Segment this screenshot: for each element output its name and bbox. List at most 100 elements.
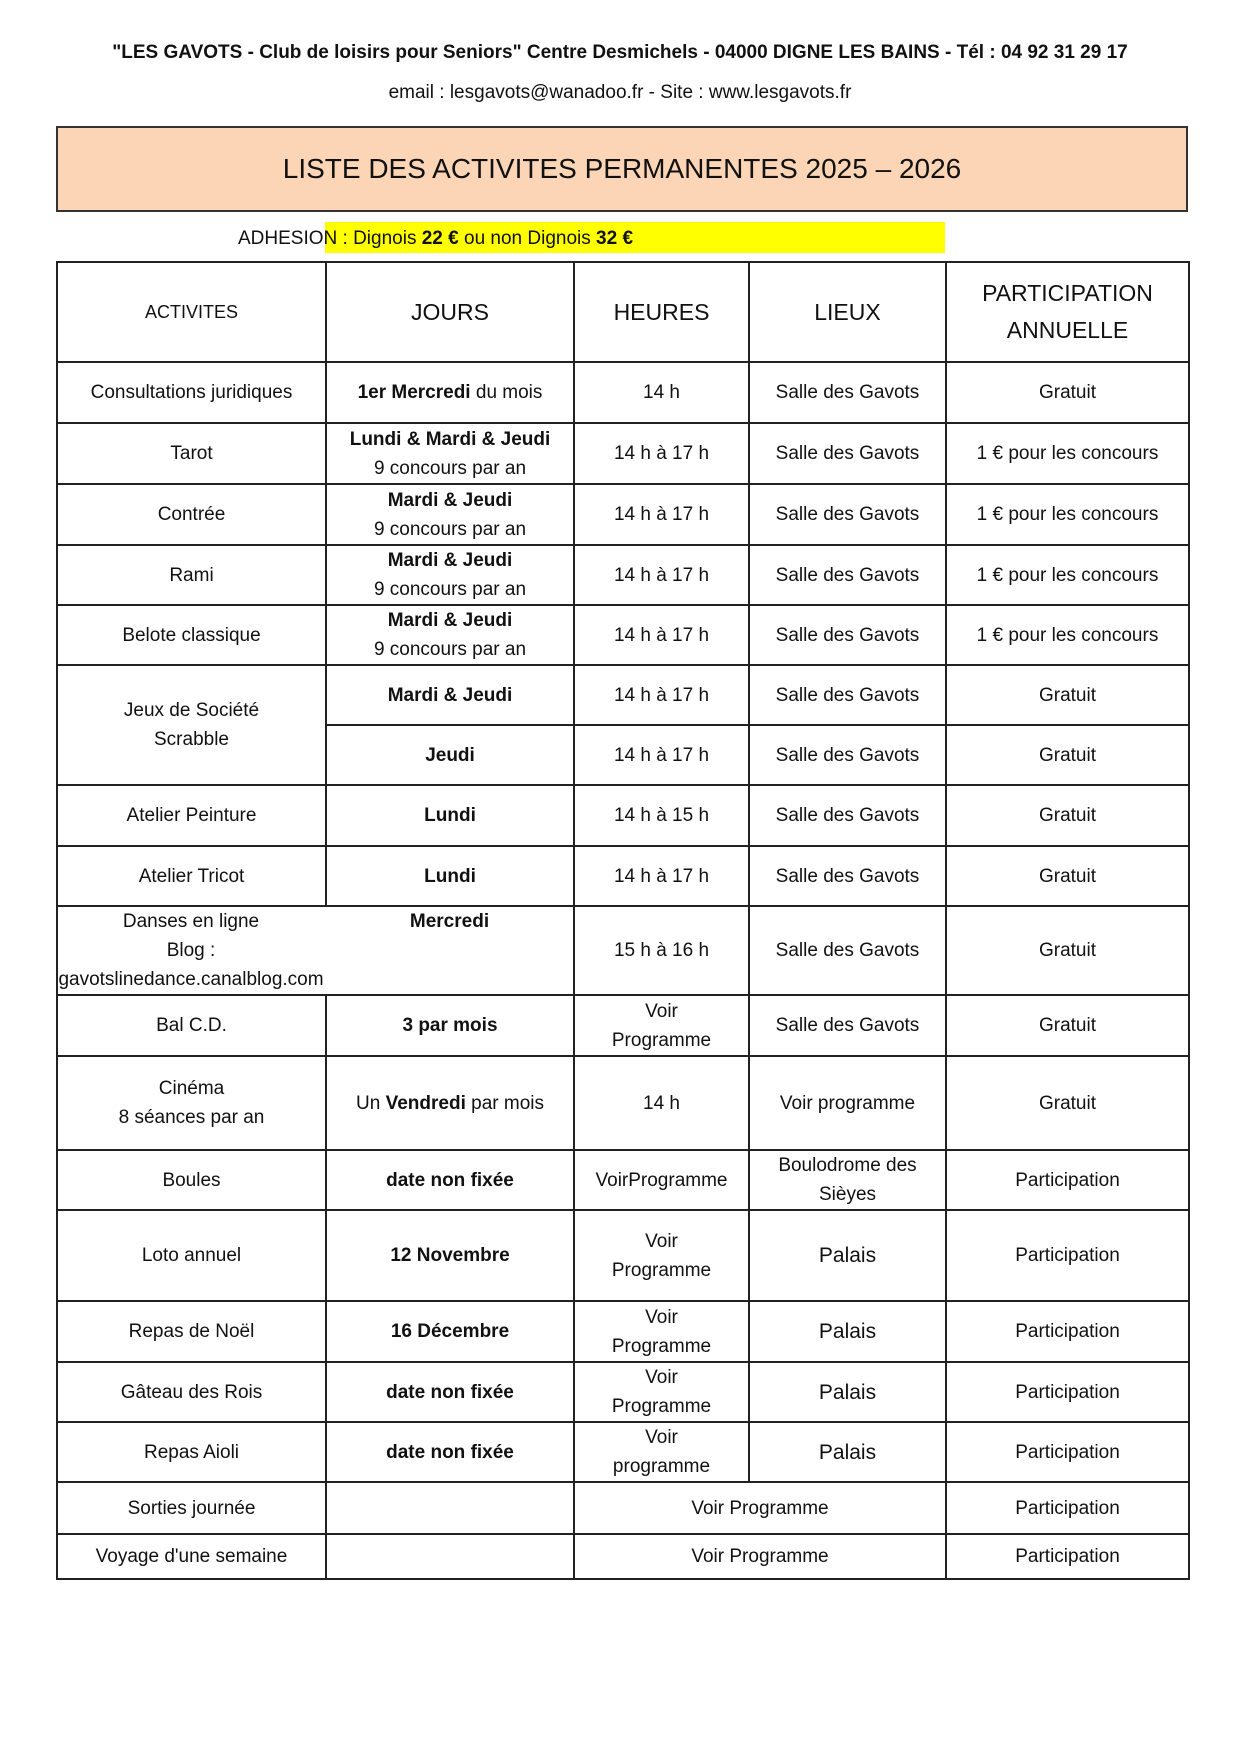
cell-lieux: Salle des Gavots bbox=[748, 604, 947, 666]
cell-line: Cinéma bbox=[60, 1074, 323, 1103]
cell-jours: Lundi & Mardi & Jeudi 9 concours par an bbox=[325, 422, 575, 485]
text-segment: Atelier Peinture bbox=[126, 805, 257, 826]
table-row: Cinéma 8 séances par an Un Vendredi par mo… bbox=[56, 1055, 1190, 1151]
text-segment: Participation bbox=[1015, 1497, 1120, 1519]
cell-line: Gâteau des Rois bbox=[60, 1378, 323, 1407]
cell-line: Voir bbox=[577, 1303, 746, 1332]
cell-line: Voir bbox=[577, 1423, 746, 1452]
cell-line: Un Vendredi par mois bbox=[329, 1089, 571, 1118]
table-row: Contrée Mardi & Jeudi 9 concours par an 14 … bbox=[56, 483, 1190, 546]
cell-participation: Gratuit bbox=[945, 845, 1190, 907]
text-segment: Gratuit bbox=[1038, 684, 1097, 706]
text-segment: 1 € pour les concours bbox=[976, 443, 1159, 464]
text-segment: Gratuit bbox=[1038, 1015, 1097, 1036]
text-segment: Palais bbox=[818, 1380, 877, 1404]
text-segment: Mercredi bbox=[409, 911, 490, 932]
cell-line: Sièyes bbox=[752, 1180, 943, 1209]
cell-line: Programme bbox=[577, 1256, 746, 1285]
cell-line: Bal C.D. bbox=[60, 1011, 323, 1040]
text-segment: 12 Novembre bbox=[390, 1245, 510, 1266]
cell-activite: Sorties journée bbox=[56, 1481, 327, 1535]
cell-heures: 14 h à 17 h bbox=[573, 724, 750, 786]
text-segment: Voir Programme bbox=[691, 1497, 829, 1519]
text-segment: 1 € pour les concours bbox=[976, 504, 1159, 525]
text-segment: Loto annuel bbox=[141, 1245, 242, 1266]
cell-line: Tarot bbox=[60, 439, 323, 468]
cell-line: Participation bbox=[949, 1494, 1186, 1523]
text-segment: Salle des Gavots bbox=[775, 624, 920, 646]
text-segment: Rami bbox=[169, 564, 214, 586]
text-segment: Palais bbox=[818, 1440, 877, 1464]
cell-line: 14 h à 15 h bbox=[577, 801, 746, 830]
text-segment: 9 concours par an bbox=[373, 639, 527, 660]
text-segment: Boules bbox=[162, 1169, 221, 1191]
cell-line: Gratuit bbox=[949, 936, 1186, 965]
cell-line: Gratuit bbox=[949, 1089, 1186, 1118]
text-segment: 14 h à 17 h bbox=[613, 504, 710, 525]
text-segment: Vendredi bbox=[385, 1092, 466, 1114]
text-segment: VoirProgramme bbox=[595, 1169, 728, 1191]
text-segment: par mois bbox=[465, 1092, 544, 1114]
text-segment: Mardi & Jeudi bbox=[387, 610, 513, 631]
table-row: Consultations juridiques 1er Mercredi du … bbox=[56, 361, 1190, 424]
text-segment: Programme bbox=[611, 1396, 712, 1417]
text-segment: Lundi bbox=[424, 805, 476, 826]
cell-line: Mardi & Jeudi bbox=[329, 681, 571, 710]
cell-line: 9 concours par an bbox=[329, 454, 571, 483]
cell-lieux: Salle des Gavots bbox=[748, 483, 947, 546]
cell-jours: 12 Novembre bbox=[325, 1209, 575, 1302]
cell-line: 14 h à 17 h bbox=[577, 561, 746, 590]
cell-heures: 14 h à 17 h bbox=[573, 422, 750, 485]
adhesion-fees: ADHESION : Dignois 22 € ou non Dignois 3… bbox=[238, 225, 633, 253]
text-segment: Salle des Gavots bbox=[775, 684, 920, 706]
cell-participation: Participation bbox=[945, 1149, 1190, 1211]
cell-heures: 15 h à 16 h bbox=[573, 905, 750, 996]
cell-jours: Lundi bbox=[325, 845, 575, 907]
table-row: Gâteau des Rois date non fixée Voir Program… bbox=[56, 1361, 1190, 1423]
cell-line: Salle des Gavots bbox=[752, 801, 943, 830]
text-segment: Voir Programme bbox=[691, 1546, 829, 1567]
cell-activite: Tarot bbox=[56, 422, 327, 485]
text-segment: Cinéma bbox=[158, 1078, 225, 1099]
text-segment: Voir bbox=[645, 1427, 678, 1448]
cell-jours: Mardi & Jeudi 9 concours par an bbox=[325, 604, 575, 666]
cell-lieux: Palais bbox=[748, 1361, 947, 1423]
text-segment: Salle des Gavots bbox=[775, 1015, 920, 1036]
cell-lieux: Salle des Gavots bbox=[748, 361, 947, 424]
text-segment: 14 h à 17 h bbox=[613, 865, 710, 887]
table-row: Danses en ligne Blog : gavotslinedance.ca… bbox=[56, 905, 1190, 996]
cell-participation: Gratuit bbox=[945, 994, 1190, 1057]
text-segment: 1 € pour les concours bbox=[976, 564, 1159, 586]
text-segment: 14 h à 15 h bbox=[613, 805, 710, 826]
cell-participation: 1 € pour les concours bbox=[945, 483, 1190, 546]
cell-line: Voir bbox=[577, 997, 746, 1026]
text-segment: Repas de Noël bbox=[128, 1321, 255, 1342]
cell-line: Gratuit bbox=[949, 801, 1186, 830]
cell-jours: Mardi & Jeudi bbox=[325, 664, 575, 726]
cell-lieux: Salle des Gavots bbox=[748, 664, 947, 726]
cell-line: 1 € pour les concours bbox=[949, 500, 1186, 529]
adhesion-highlight bbox=[325, 222, 945, 253]
cell-line: 3 par mois bbox=[329, 1011, 571, 1040]
cell-activite: Consultations juridiques bbox=[56, 361, 327, 424]
text-segment: Participation bbox=[1015, 1245, 1120, 1266]
cell-participation: Participation bbox=[945, 1421, 1190, 1483]
cell-activite: Atelier Tricot bbox=[56, 845, 327, 907]
cell-lieux: Salle des Gavots bbox=[748, 544, 947, 606]
cell-line: 14 h bbox=[577, 1089, 746, 1118]
text-segment: 14 h à 17 h bbox=[613, 564, 710, 586]
cell-heures: Voir Programme bbox=[573, 1300, 750, 1363]
cell-jours bbox=[325, 1533, 575, 1580]
text-segment: Salle des Gavots bbox=[775, 744, 920, 766]
text-segment: Mardi & Jeudi bbox=[387, 489, 513, 511]
text-segment: Gratuit bbox=[1038, 1092, 1097, 1114]
text-segment: Jeudi bbox=[425, 744, 475, 766]
cell-line: Salle des Gavots bbox=[752, 936, 943, 965]
cell-line: 1 € pour les concours bbox=[949, 561, 1186, 590]
text-segment: 14 h à 17 h bbox=[613, 684, 710, 706]
text-segment: Voir bbox=[645, 1000, 678, 1022]
text-segment: 14 h bbox=[643, 1092, 680, 1114]
cell-jours bbox=[325, 1481, 575, 1535]
text-segment: date non fixée bbox=[386, 1441, 514, 1463]
cell-line: Participation bbox=[949, 1438, 1186, 1467]
